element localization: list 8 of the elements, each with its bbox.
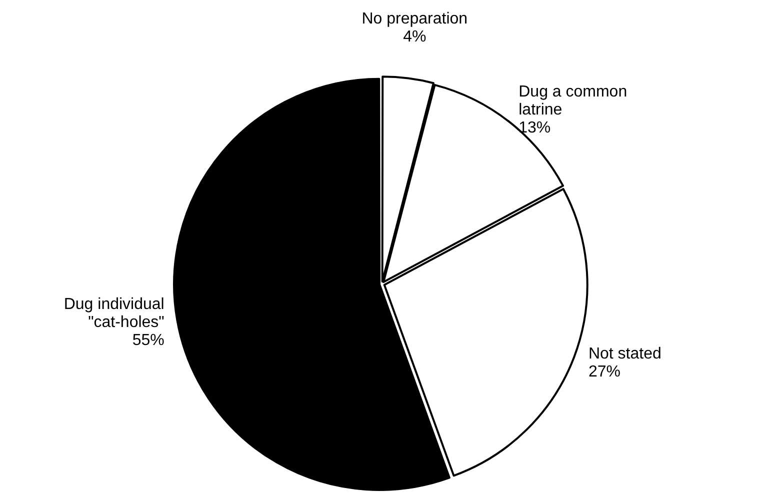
slice-label: Dug individual "cat-holes" <box>64 296 164 331</box>
data-label: 27% <box>588 363 620 380</box>
slice-label: Dug a common latrine <box>518 84 628 119</box>
data-label: 4% <box>403 28 426 46</box>
data-label: 55% <box>132 332 164 349</box>
slice-label: Not stated <box>588 345 662 362</box>
data-label: 13% <box>518 120 551 137</box>
slice-label: No preparation <box>362 10 468 28</box>
